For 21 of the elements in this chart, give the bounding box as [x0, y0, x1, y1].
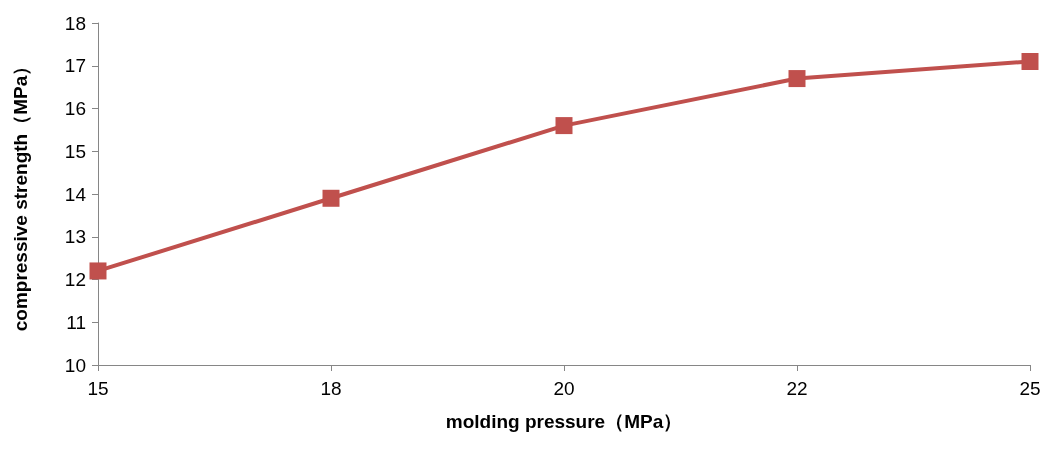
y-axis-title: compressive strength（MPa） — [10, 56, 31, 332]
x-tick-label: 18 — [320, 378, 342, 399]
point — [788, 70, 806, 88]
y-tick-label: 10 — [64, 354, 86, 376]
x-tick-label: 20 — [553, 378, 575, 399]
y-tick-label: 15 — [64, 140, 86, 162]
y-tick-label: 14 — [64, 183, 87, 205]
y-tick-label: 18 — [64, 12, 86, 34]
x-tick-label: 25 — [1019, 378, 1041, 399]
point — [1021, 52, 1039, 70]
y-tick-label: 17 — [64, 55, 86, 77]
point — [555, 117, 573, 135]
x-axis-title: molding pressure（MPa） — [445, 411, 683, 432]
point — [322, 189, 340, 207]
point — [89, 262, 107, 280]
y-tick-label: 13 — [64, 226, 86, 248]
x-tick-label: 22 — [786, 378, 808, 399]
x-tick-label: 15 — [87, 378, 109, 399]
y-tick-label: 11 — [66, 311, 86, 333]
y-tick-label: 16 — [64, 98, 86, 119]
y-tick-label: 12 — [64, 269, 86, 290]
